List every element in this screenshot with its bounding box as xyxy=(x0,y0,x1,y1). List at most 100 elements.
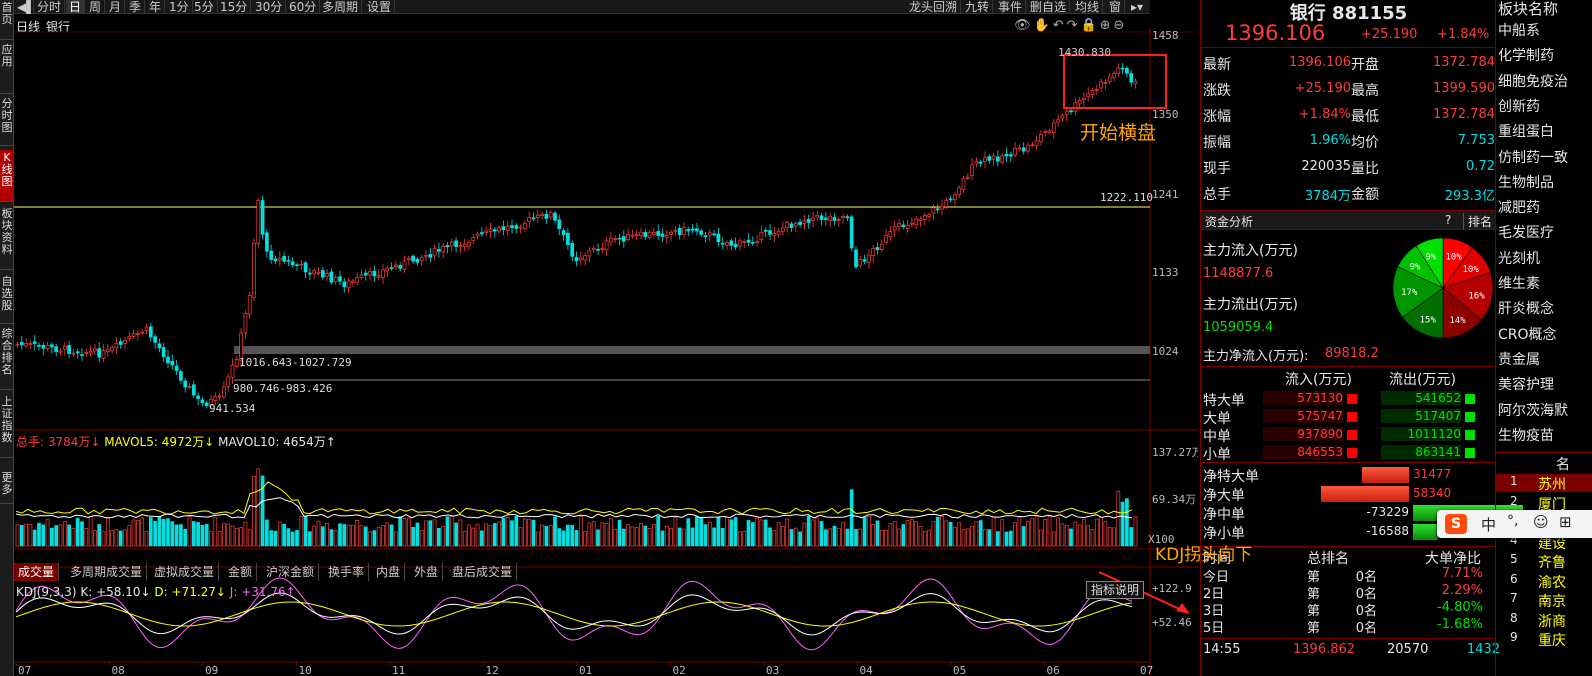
period-tab-week[interactable]: 周 xyxy=(86,0,106,14)
sector-item[interactable]: 光刻机 xyxy=(1498,250,1540,267)
tab-sh-index[interactable]: 上证指数 xyxy=(0,394,14,458)
fund-help-button[interactable]: ? xyxy=(1445,213,1452,227)
volume-bar xyxy=(1094,518,1099,547)
candle-body xyxy=(720,242,725,245)
period-tab-1min[interactable]: 1分 xyxy=(166,0,193,14)
sector-item[interactable]: 生物制品 xyxy=(1498,174,1554,191)
sector-item[interactable]: 美容护理 xyxy=(1498,377,1554,394)
volume-bar xyxy=(179,524,183,547)
subtab-turnover[interactable]: 换手率 xyxy=(324,563,370,581)
subtab-hs-amount[interactable]: 沪深金额 xyxy=(262,563,320,581)
subtab-virtual-volume[interactable]: 虚拟成交量 xyxy=(150,563,220,581)
period-tab-day[interactable]: 日 xyxy=(66,0,86,14)
candle-body xyxy=(394,264,398,267)
quote-label: 最新 xyxy=(1203,57,1231,73)
status-price: 1396.862 xyxy=(1293,642,1356,657)
tab-sector-info[interactable]: 板块资料 xyxy=(0,206,14,270)
collapse-icon[interactable]: ◀▌ xyxy=(14,0,35,14)
ime-logo-icon: S xyxy=(1445,514,1467,534)
sector-item[interactable]: 贵金属 xyxy=(1498,351,1540,368)
period-tab-15min[interactable]: 15分 xyxy=(217,0,252,14)
ime-toolbar[interactable]: S 中 °, ☺ ⊞ xyxy=(1437,510,1592,538)
sector-item[interactable]: 毛发医疗 xyxy=(1498,225,1554,242)
tool-tab-remove-watch[interactable]: 删自选 xyxy=(1027,0,1071,14)
period-tab-fenshi[interactable]: 分时 xyxy=(34,0,66,14)
candle-body xyxy=(707,232,712,236)
sector-item[interactable]: 维生素 xyxy=(1498,276,1540,292)
flow-out-value: 1011120 xyxy=(1381,427,1461,441)
volume-bar xyxy=(531,519,536,547)
sector-item[interactable]: 重组蛋白 xyxy=(1498,124,1554,141)
sector-item[interactable]: 化学制药 xyxy=(1498,48,1554,65)
subtab-multi-volume[interactable]: 多周期成交量 xyxy=(66,563,148,581)
period-tab-60min[interactable]: 60分 xyxy=(286,0,321,14)
tool-tab-ma[interactable]: 均线 xyxy=(1072,0,1104,14)
x-axis-label: 06 xyxy=(1047,664,1060,676)
period-tab-year[interactable]: 年 xyxy=(146,0,166,14)
stock-rank: 2 xyxy=(1510,493,1518,508)
quote-value: 1396.106 xyxy=(1288,55,1351,70)
tab-apps[interactable]: 应用 xyxy=(0,42,14,94)
volume-bar xyxy=(626,524,630,547)
volume-bar xyxy=(256,468,261,547)
period-tab-5min[interactable]: 5分 xyxy=(191,0,218,14)
subtab-amount[interactable]: 金额 xyxy=(224,563,258,581)
candle-body xyxy=(93,348,97,352)
subtab-volume[interactable]: 成交量 xyxy=(14,563,60,581)
volume-bar xyxy=(639,522,643,547)
volume-bar xyxy=(1060,523,1065,547)
tool-tab-window[interactable]: 窗 xyxy=(1106,0,1126,14)
tab-watchlist[interactable]: 自选股 xyxy=(0,274,14,324)
tool-tab-leader[interactable]: 龙头回溯 xyxy=(906,0,962,14)
sector-item[interactable]: CRO概念 xyxy=(1498,326,1557,343)
chart-tools-icons[interactable]: 👁✋↶↷🔒⊕⊖ xyxy=(1014,18,1128,33)
price-levels xyxy=(14,206,1150,381)
sector-item[interactable]: 中船系 xyxy=(1498,23,1540,39)
sector-item[interactable]: 创新药 xyxy=(1498,98,1540,115)
volume-bar xyxy=(381,525,385,547)
fund-rank-button[interactable]: 排名 xyxy=(1463,213,1492,230)
candle-body xyxy=(441,246,446,253)
period-tab-settings[interactable]: 设置 xyxy=(364,0,396,14)
sector-item[interactable]: 肝炎概念 xyxy=(1498,301,1554,318)
period-tab-quarter[interactable]: 季 xyxy=(126,0,146,14)
quote-value: 293.3亿 xyxy=(1444,189,1495,204)
indicator-explain-button[interactable]: 指标说明 xyxy=(1086,581,1145,599)
period-tab-month[interactable]: 月 xyxy=(106,0,126,14)
volume-bar xyxy=(101,531,106,547)
subtab-after-hours[interactable]: 盘后成交量 xyxy=(448,563,518,581)
net-bar-positive xyxy=(1362,467,1409,483)
tool-tab-jiuzhuan[interactable]: 九转 xyxy=(962,0,994,14)
candle-body xyxy=(1133,80,1138,85)
menu-arrow-icon[interactable]: ▸▾ xyxy=(1131,0,1144,14)
volume-bar xyxy=(191,521,196,547)
volume-bar xyxy=(819,521,824,547)
ime-menu-icon[interactable]: ⊞ xyxy=(1559,513,1572,531)
subtab-inner[interactable]: 内盘 xyxy=(372,563,406,581)
stock-row[interactable] xyxy=(1496,474,1592,492)
subtab-outer[interactable]: 外盘 xyxy=(410,563,444,581)
sector-item[interactable]: 阿尔茨海默 xyxy=(1498,402,1568,419)
period-tab-multi[interactable]: 多周期 xyxy=(319,0,363,14)
candle-body xyxy=(617,237,622,240)
rank-time: 2日 xyxy=(1203,587,1225,602)
ime-punct-icon[interactable]: °, xyxy=(1507,513,1519,529)
period-tab-30min[interactable]: 30分 xyxy=(252,0,287,14)
ime-emoji-icon[interactable]: ☺ xyxy=(1533,513,1549,531)
tab-kline[interactable]: K线图 xyxy=(0,150,14,202)
volume-bar xyxy=(252,476,256,547)
sector-item[interactable]: 细胞免疫治 xyxy=(1498,73,1568,90)
tab-ranking[interactable]: 综合排名 xyxy=(0,326,14,390)
ime-mode[interactable]: 中 xyxy=(1481,516,1497,534)
candle-body xyxy=(772,233,777,236)
tab-more[interactable]: 更多 xyxy=(0,470,14,504)
tab-home[interactable]: 首页 xyxy=(0,0,14,40)
volume-bar xyxy=(630,526,635,547)
sector-item[interactable]: 生物疫苗 xyxy=(1498,427,1554,444)
tool-tab-events[interactable]: 事件 xyxy=(995,0,1027,14)
sector-item[interactable]: 仿制药一致 xyxy=(1498,149,1568,166)
volume-bar xyxy=(755,518,759,547)
x-axis-label: 03 xyxy=(766,664,779,676)
tab-intraday[interactable]: 分时图 xyxy=(0,96,14,146)
sector-item[interactable]: 减肥药 xyxy=(1498,200,1540,217)
